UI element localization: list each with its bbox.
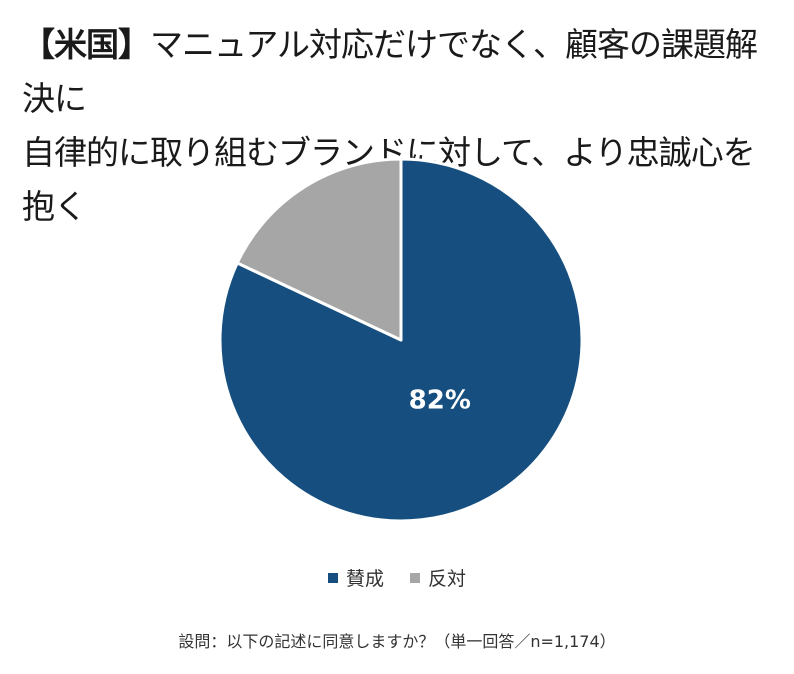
footnote: 設問：以下の記述に同意しますか？（単一回答／n=1,174） bbox=[178, 632, 616, 651]
title-prefix: 【米国】 bbox=[22, 25, 151, 64]
legend-label-disagree: 反対 bbox=[428, 568, 467, 590]
chart-title: 【米国】マニュアル対応だけでなく、顧客の課題解決に 自律的に取り組むブランドに対… bbox=[22, 18, 782, 234]
pie-label-agree: 82% bbox=[409, 386, 471, 416]
title-line-1: 【米国】マニュアル対応だけでなく、顧客の課題解決に bbox=[22, 18, 782, 126]
title-line-1-text: マニュアル対応だけでなく、顧客の課題解決に bbox=[22, 25, 758, 118]
legend: 賛成 反対 bbox=[0, 564, 794, 591]
legend-label-agree: 賛成 bbox=[345, 568, 384, 590]
legend-swatch-disagree bbox=[410, 572, 420, 583]
title-line-2: 自律的に取り組むブランドに対して、より忠誠心を抱く bbox=[22, 133, 756, 226]
legend-swatch-agree bbox=[327, 572, 338, 583]
pie-slice-disagree bbox=[235, 157, 403, 342]
legend-item-disagree: 反対 bbox=[410, 564, 466, 591]
legend-item-agree: 賛成 bbox=[327, 564, 384, 591]
